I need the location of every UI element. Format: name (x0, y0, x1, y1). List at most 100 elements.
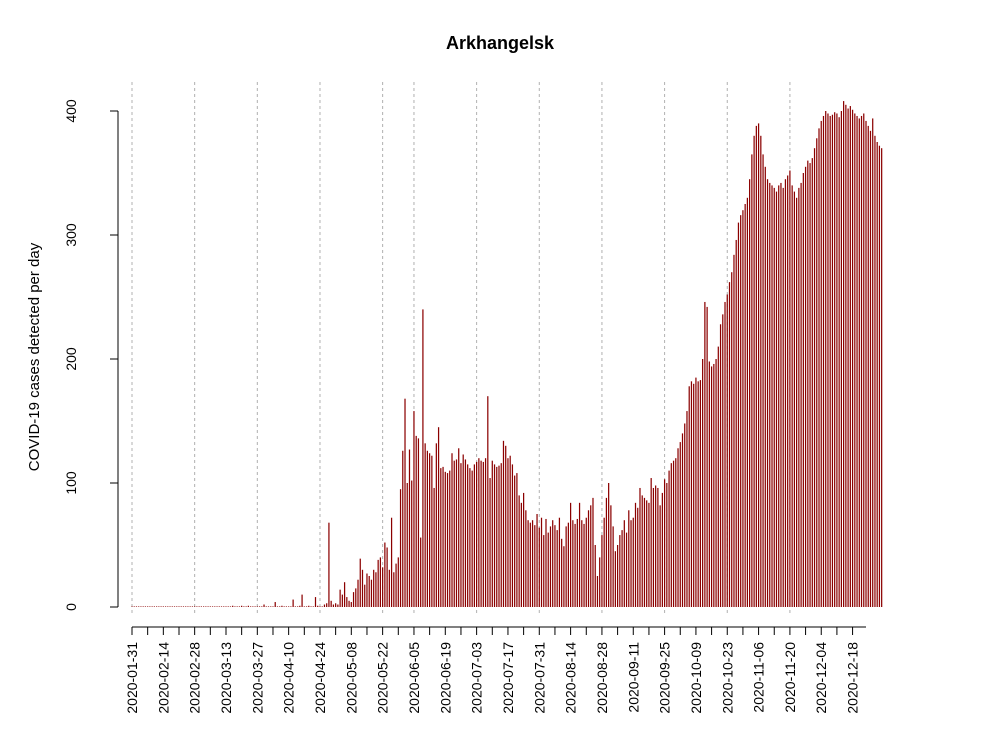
bar (469, 468, 471, 607)
bar (554, 525, 556, 607)
bar (337, 604, 339, 607)
y-tick-label: 400 (63, 99, 79, 123)
bar (247, 605, 249, 607)
bar (547, 532, 549, 607)
bar (831, 114, 834, 607)
bar (605, 497, 608, 607)
bar (305, 606, 308, 607)
bar (516, 473, 518, 607)
bar (330, 600, 332, 607)
bar (876, 142, 878, 607)
bar (592, 497, 594, 607)
bar (791, 185, 793, 607)
bar (417, 438, 420, 607)
bar (388, 569, 390, 607)
bar (538, 527, 540, 607)
bar (234, 606, 236, 607)
bar (587, 510, 590, 607)
bar (702, 359, 704, 607)
bar (840, 111, 842, 607)
bar (529, 522, 531, 607)
bar (487, 396, 489, 607)
bar (220, 606, 223, 607)
bar (167, 606, 169, 607)
bar (652, 487, 655, 607)
bar (672, 460, 675, 607)
bar (585, 517, 587, 607)
bar (728, 282, 731, 607)
bar (726, 294, 728, 607)
bar (775, 191, 778, 607)
bar (393, 572, 395, 607)
x-tick-label: 2020-03-27 (249, 642, 265, 714)
bar (245, 606, 247, 607)
bar (370, 579, 373, 607)
bar (355, 588, 357, 607)
bar (267, 606, 270, 607)
bar (657, 487, 659, 607)
bar (825, 111, 827, 607)
bar (552, 520, 554, 607)
bar (296, 606, 299, 607)
bar (838, 117, 840, 607)
bar (484, 458, 487, 607)
bar (352, 592, 355, 607)
bar (563, 546, 565, 607)
bar (156, 606, 158, 607)
bar (798, 187, 800, 607)
bar (473, 464, 475, 607)
bar (332, 604, 335, 607)
bar (675, 458, 677, 607)
x-tick-label: 2020-09-25 (657, 642, 673, 714)
bar (444, 471, 446, 607)
bar (590, 505, 592, 607)
bar (578, 502, 581, 607)
bar (583, 523, 585, 607)
bar (650, 478, 652, 607)
bar (187, 606, 189, 607)
bar (614, 551, 616, 607)
bar (431, 455, 433, 607)
bar (813, 148, 816, 607)
bar (415, 435, 417, 607)
bar (243, 606, 245, 607)
bar (408, 449, 411, 607)
bar (637, 507, 639, 607)
bar (827, 113, 829, 607)
bar (489, 478, 491, 607)
bar (869, 130, 872, 607)
bar (373, 569, 375, 607)
bar (460, 463, 462, 607)
bar (536, 514, 538, 607)
bar (681, 433, 684, 607)
bar (659, 505, 661, 607)
bar (858, 118, 860, 607)
bar (755, 125, 757, 607)
bar (348, 600, 350, 607)
bar (180, 606, 182, 607)
x-tick-label: 2020-10-09 (688, 642, 704, 714)
bar (540, 517, 543, 607)
bar (386, 547, 388, 607)
bar (375, 572, 377, 607)
bar (254, 606, 256, 607)
bar (561, 538, 563, 607)
bar (569, 502, 572, 607)
bar (185, 606, 187, 607)
bar (612, 526, 614, 607)
bar (290, 606, 292, 607)
bar (270, 606, 272, 607)
bar (807, 160, 809, 607)
bar (482, 461, 484, 607)
bar (576, 518, 578, 607)
bar (299, 605, 301, 607)
bar (715, 359, 717, 607)
bar (319, 606, 321, 607)
bar (265, 606, 267, 607)
bar (164, 606, 167, 607)
x-tick-label: 2020-05-08 (343, 642, 359, 714)
bar (196, 606, 198, 607)
bar (258, 606, 261, 607)
bar (766, 179, 769, 607)
bar (733, 254, 735, 607)
